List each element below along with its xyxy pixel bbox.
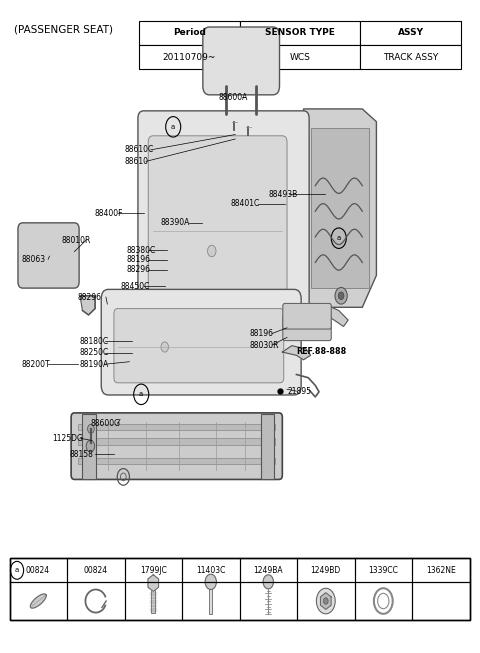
Text: 20110709~: 20110709~: [163, 53, 216, 61]
Text: 00824: 00824: [84, 565, 108, 575]
Text: 88158: 88158: [70, 450, 94, 459]
FancyBboxPatch shape: [71, 413, 282, 479]
Text: 1125DG: 1125DG: [52, 434, 83, 443]
Circle shape: [338, 292, 344, 300]
FancyBboxPatch shape: [283, 304, 331, 329]
Bar: [151, 589, 155, 613]
Bar: [78, 439, 275, 445]
Circle shape: [86, 440, 95, 452]
Circle shape: [316, 588, 335, 614]
Text: 88610C: 88610C: [125, 146, 154, 154]
Bar: [311, 128, 370, 288]
Bar: [78, 458, 275, 464]
Text: 88010R: 88010R: [61, 236, 91, 245]
Polygon shape: [303, 109, 376, 308]
Bar: [139, 21, 240, 45]
Bar: [10, 558, 469, 620]
Circle shape: [244, 121, 252, 133]
Text: 88380C: 88380C: [126, 246, 156, 255]
FancyBboxPatch shape: [148, 136, 287, 302]
Text: 88600A: 88600A: [219, 93, 248, 102]
Text: 88190A: 88190A: [79, 360, 108, 369]
FancyBboxPatch shape: [283, 315, 331, 341]
Circle shape: [263, 575, 274, 589]
Circle shape: [207, 246, 216, 257]
Bar: [240, 21, 360, 45]
Text: 88610: 88610: [125, 157, 149, 166]
Text: 88250C: 88250C: [79, 348, 108, 357]
Circle shape: [87, 424, 94, 434]
FancyBboxPatch shape: [18, 223, 79, 288]
Text: 88296: 88296: [78, 293, 102, 302]
Polygon shape: [282, 345, 311, 360]
Text: 00824: 00824: [25, 565, 49, 575]
Text: TRACK ASSY: TRACK ASSY: [383, 53, 438, 61]
Bar: [360, 21, 461, 45]
Text: 1249BD: 1249BD: [311, 565, 341, 575]
Bar: [360, 45, 461, 69]
Text: 1799JC: 1799JC: [140, 565, 167, 575]
Text: 88296: 88296: [126, 265, 150, 274]
Text: REF.88-888: REF.88-888: [297, 347, 347, 356]
FancyBboxPatch shape: [101, 289, 301, 395]
Text: ASSY: ASSY: [397, 28, 423, 37]
Bar: [240, 45, 360, 69]
Text: 88600G: 88600G: [90, 419, 120, 428]
Text: 88390A: 88390A: [160, 218, 190, 227]
Circle shape: [324, 598, 328, 604]
Text: (PASSENGER SEAT): (PASSENGER SEAT): [14, 24, 113, 35]
Circle shape: [335, 287, 347, 304]
Circle shape: [161, 342, 168, 352]
Polygon shape: [315, 304, 348, 326]
FancyBboxPatch shape: [203, 27, 279, 95]
Text: 88196: 88196: [250, 329, 274, 338]
Text: 88401C: 88401C: [230, 199, 260, 208]
Text: a: a: [139, 391, 144, 397]
Text: 88196: 88196: [126, 255, 150, 264]
Polygon shape: [148, 575, 158, 592]
Text: WCS: WCS: [289, 53, 311, 61]
Text: 88063: 88063: [21, 255, 46, 264]
Text: 1249BA: 1249BA: [253, 565, 283, 575]
Bar: [83, 413, 96, 479]
Circle shape: [205, 574, 216, 590]
Text: 11403C: 11403C: [196, 565, 226, 575]
Text: 1339CC: 1339CC: [368, 565, 398, 575]
Text: 88180C: 88180C: [79, 337, 108, 345]
Polygon shape: [80, 296, 95, 315]
Text: 21895: 21895: [287, 387, 311, 396]
Text: 88200T: 88200T: [21, 360, 50, 369]
Text: a: a: [336, 235, 341, 241]
Text: Period: Period: [173, 28, 206, 37]
Text: 1362NE: 1362NE: [426, 565, 456, 575]
Text: a: a: [15, 567, 19, 573]
Text: SENSOR TYPE: SENSOR TYPE: [265, 28, 335, 37]
Polygon shape: [30, 594, 46, 608]
Bar: [10, 558, 469, 620]
Text: 88030R: 88030R: [250, 341, 279, 349]
FancyBboxPatch shape: [138, 111, 309, 311]
Text: 88400F: 88400F: [94, 209, 123, 217]
Text: 88450C: 88450C: [120, 281, 149, 291]
FancyBboxPatch shape: [114, 309, 284, 383]
Text: a: a: [171, 124, 175, 130]
Bar: [78, 424, 275, 430]
Bar: [139, 45, 240, 69]
Bar: [261, 413, 275, 479]
Circle shape: [230, 117, 239, 128]
Text: 88493B: 88493B: [268, 189, 298, 199]
Polygon shape: [321, 593, 331, 609]
Bar: [209, 588, 213, 614]
